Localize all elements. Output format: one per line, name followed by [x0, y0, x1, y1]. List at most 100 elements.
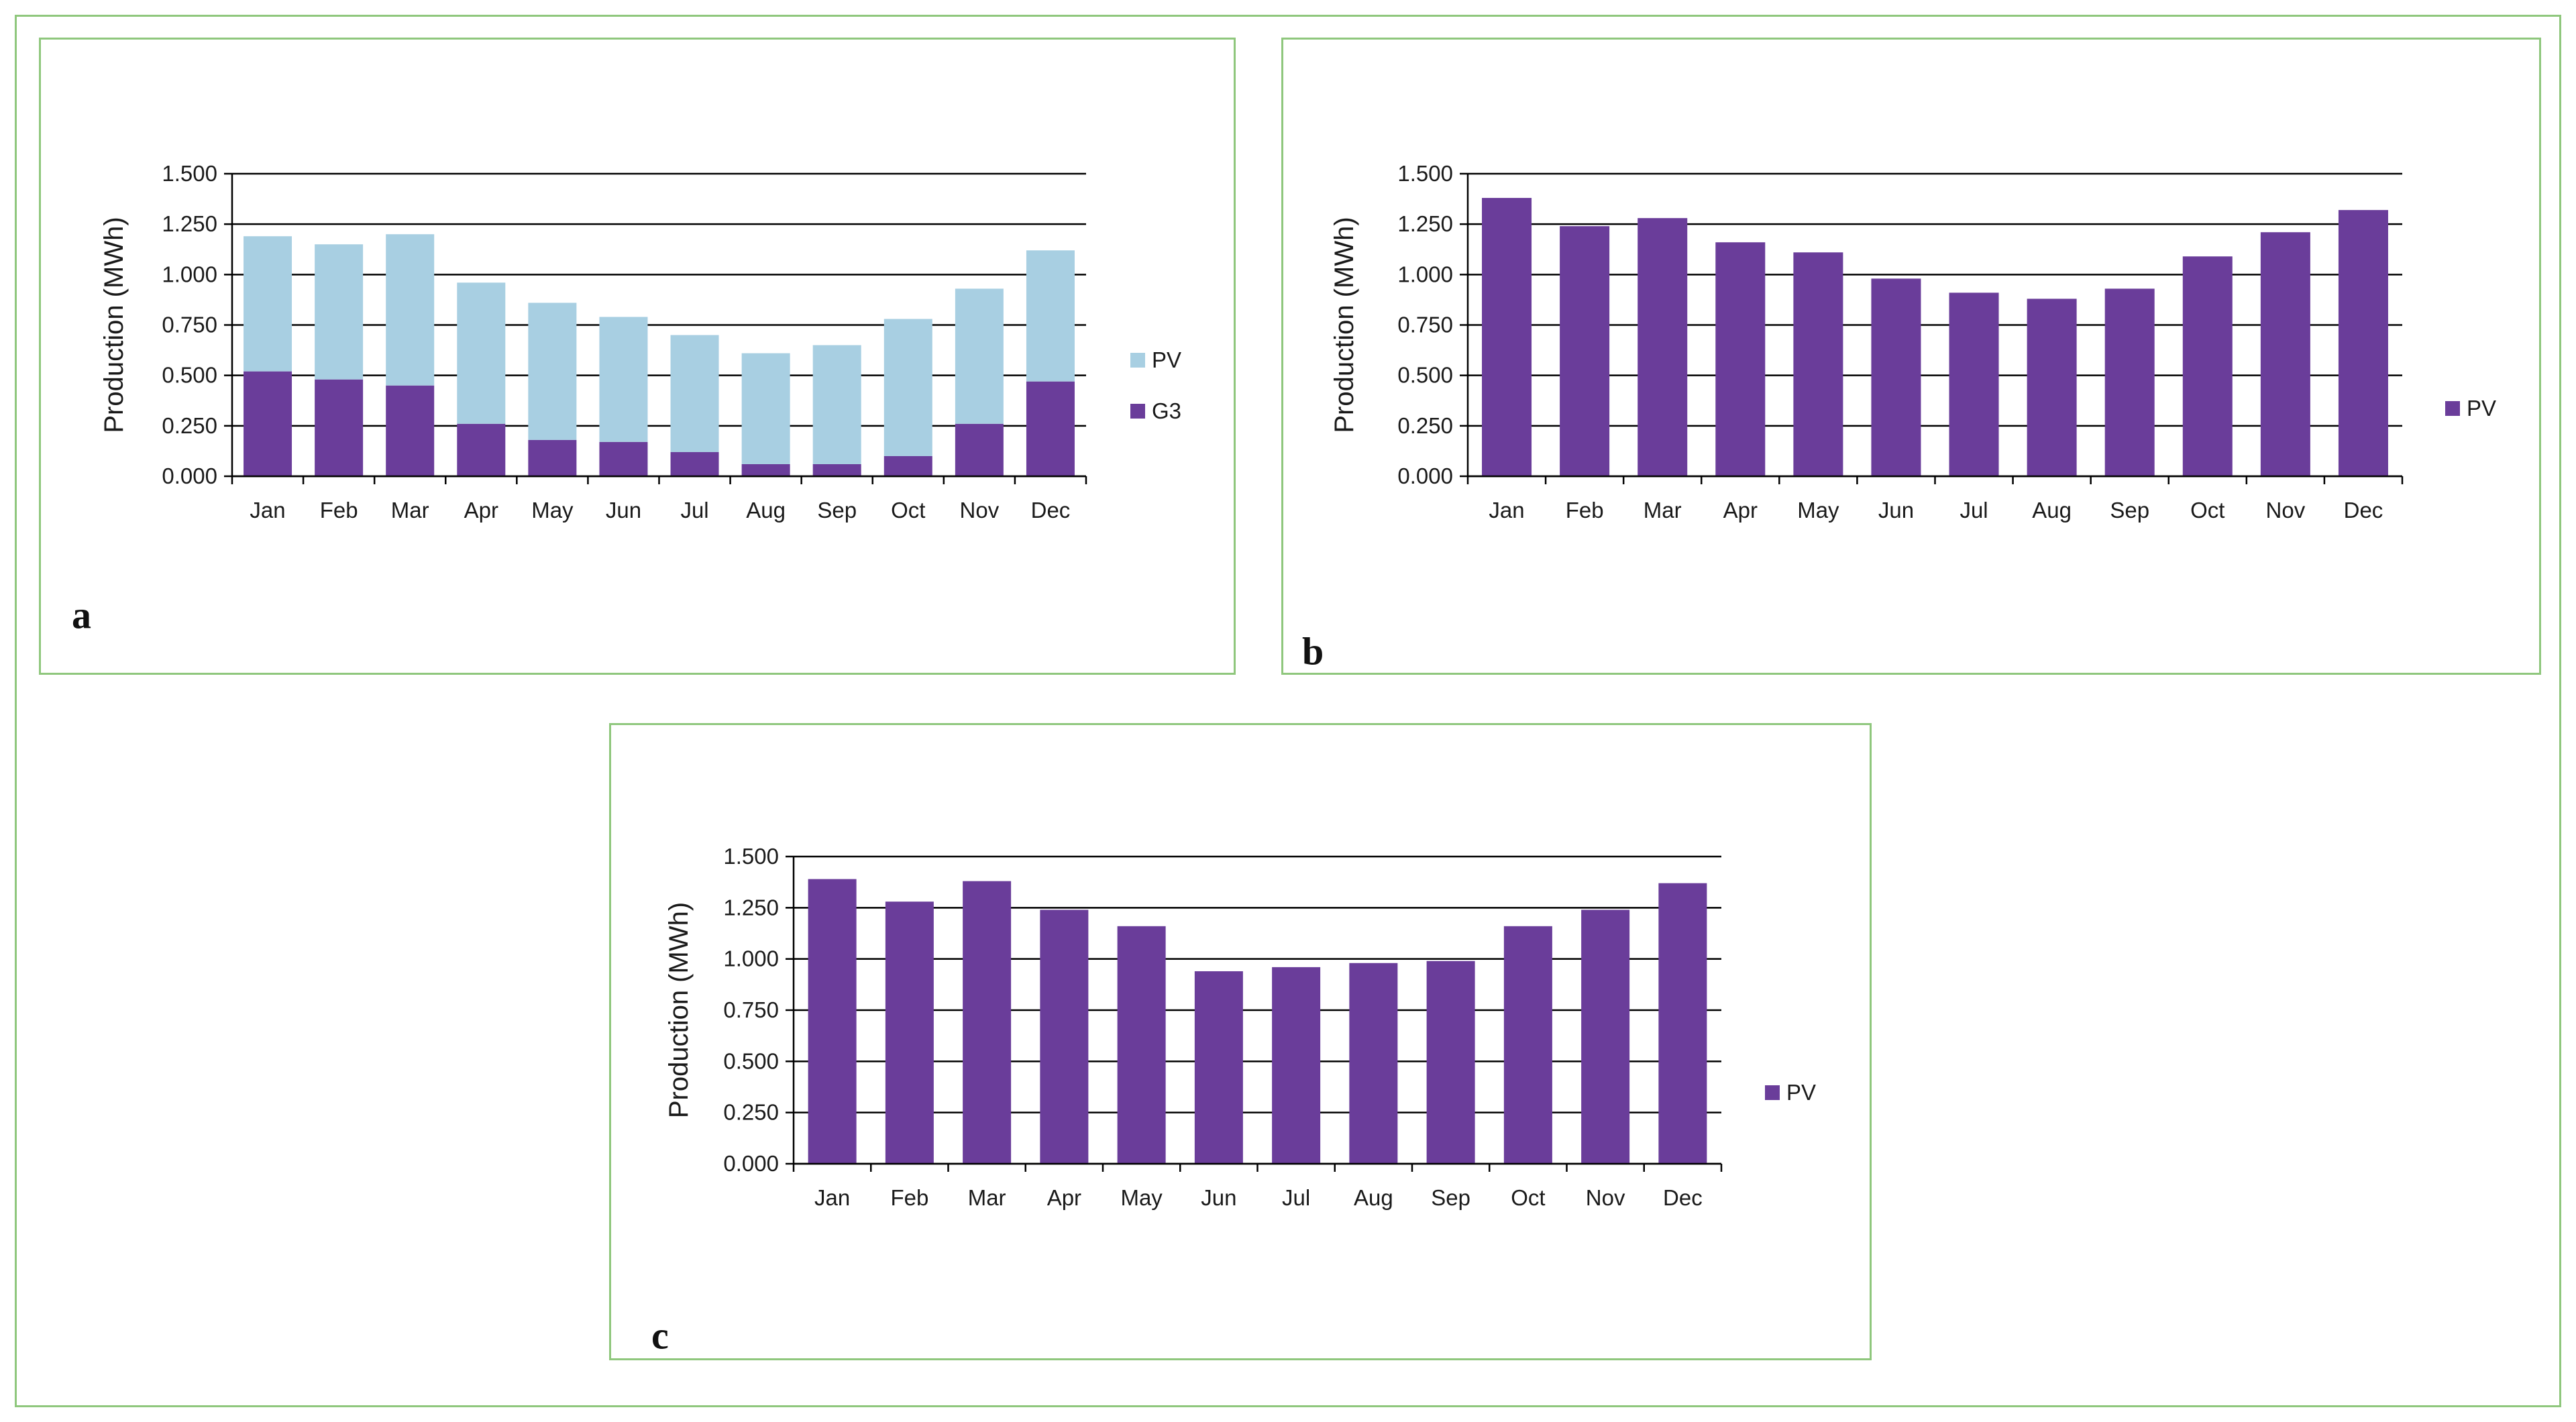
- x-tick-label: Aug: [2032, 498, 2072, 523]
- legend-label-pv: PV: [2467, 396, 2496, 421]
- legend-swatch-g3: [1130, 404, 1145, 419]
- x-tick-label: Oct: [1511, 1185, 1545, 1210]
- bar-g3-oct: [883, 455, 932, 476]
- bar-pv-jun: [599, 317, 648, 442]
- bar-pv-aug: [2027, 298, 2077, 476]
- chart-c: 0.000 0.250 0.500 0.750 1.000 1.250 1.500 Jan Fe…: [664, 844, 1816, 1210]
- panel-a: 0.000 0.250 0.500 0.750 1.000 1.250 1.500 Jan Fe…: [39, 38, 1236, 675]
- y-tick-label: 0.750: [723, 997, 779, 1022]
- y-tick-label: 1.500: [723, 844, 779, 869]
- panel-b: 0.000 0.250 0.500 0.750 1.000 1.250 1.500 Jan Fe…: [1281, 38, 2541, 675]
- chart-a: 0.000 0.250 0.500 0.750 1.000 1.250 1.500 Jan Fe…: [99, 161, 1181, 523]
- bar-pv-aug: [1349, 963, 1398, 1164]
- x-tick-label: Dec: [1663, 1185, 1703, 1210]
- bar-pv-aug: [741, 353, 790, 464]
- y-tick-label: 0.500: [1397, 363, 1453, 388]
- legend-swatch-pv: [2445, 401, 2460, 416]
- bar-pv-may: [1117, 926, 1166, 1164]
- legend-label-pv: PV: [1786, 1080, 1816, 1105]
- x-tick-label: Jan: [1489, 498, 1524, 523]
- y-tick-label: 1.000: [162, 262, 217, 286]
- bar-g3-sep: [812, 463, 861, 476]
- bar-g3-jun: [599, 441, 648, 476]
- legend-label-g3: G3: [1152, 398, 1181, 423]
- bar-pv-nov: [1581, 910, 1630, 1164]
- y-tick-label: 0.750: [162, 313, 217, 337]
- bar-pv-dec: [2338, 210, 2388, 476]
- bar-pv-dec: [1026, 250, 1075, 382]
- bar-pv-mar: [1638, 218, 1688, 476]
- bar-pv-mar: [386, 234, 435, 386]
- bar-g3-nov: [955, 423, 1004, 476]
- bar-pv-may: [528, 303, 577, 440]
- bar-pv-feb: [1560, 226, 1610, 476]
- bar-pv-mar: [963, 881, 1012, 1164]
- x-tick-label: Oct: [891, 498, 925, 523]
- y-tick-label: 0.250: [162, 413, 217, 438]
- panel-label-a: a: [72, 593, 91, 637]
- bar-pv-apr: [1715, 242, 1766, 476]
- bar-pv-sep: [812, 345, 861, 464]
- y-axis-title: Production (MWh): [99, 217, 129, 433]
- bar-pv-may: [1793, 252, 1843, 476]
- x-tick-label: Aug: [746, 498, 786, 523]
- bar-pv-jul: [670, 335, 719, 452]
- bar-g3-dec: [1026, 381, 1075, 476]
- panel-label-b: b: [1302, 629, 1324, 673]
- x-tick-label: Jan: [250, 498, 285, 523]
- bar-pv-oct: [883, 319, 932, 456]
- y-tick-label: 1.000: [1397, 262, 1453, 286]
- x-tick-label: Apr: [1723, 498, 1758, 523]
- legend-label-pv: PV: [1152, 347, 1181, 372]
- y-tick-label: 1.500: [162, 161, 217, 186]
- x-tick-label: May: [1797, 498, 1839, 523]
- x-tick-label: Mar: [968, 1185, 1006, 1210]
- x-tick-label: Apr: [1047, 1185, 1081, 1210]
- bar-pv-apr: [1040, 910, 1089, 1164]
- bar-pv-jan: [808, 879, 857, 1164]
- x-tick-label: Jul: [1282, 1185, 1310, 1210]
- y-tick-label: 0.250: [1397, 413, 1453, 438]
- x-tick-label: Sep: [2110, 498, 2149, 523]
- x-tick-label: Feb: [320, 498, 358, 523]
- x-tick-label: Jun: [1201, 1185, 1236, 1210]
- x-tick-label: Nov: [2266, 498, 2306, 523]
- bar-pv-jan: [244, 236, 292, 372]
- bar-g3-may: [528, 439, 577, 476]
- panel-c: 0.000 0.250 0.500 0.750 1.000 1.250 1.500 Jan Fe…: [609, 723, 1872, 1360]
- x-tick-label: Mar: [391, 498, 429, 523]
- y-tick-label: 1.000: [723, 946, 779, 971]
- x-tick-label: Jun: [1878, 498, 1914, 523]
- x-tick-label: Oct: [2190, 498, 2224, 523]
- y-axis-title: Production (MWh): [1330, 217, 1359, 433]
- bar-pv-nov: [2260, 232, 2310, 476]
- bar-g3-apr: [457, 423, 506, 476]
- y-tick-label: 1.250: [162, 211, 217, 236]
- y-tick-label: 1.250: [723, 895, 779, 920]
- x-tick-label: Jan: [814, 1185, 850, 1210]
- bar-pv-dec: [1658, 883, 1707, 1164]
- y-tick-label: 0.500: [723, 1048, 779, 1073]
- legend-swatch-pv: [1130, 353, 1145, 368]
- bar-pv-jul: [1272, 967, 1321, 1164]
- bar-pv-sep: [2104, 288, 2155, 476]
- bar-pv-jun: [1194, 971, 1243, 1164]
- x-tick-label: Nov: [960, 498, 1000, 523]
- y-tick-label: 0.000: [1397, 463, 1453, 488]
- y-axis-title: Production (MWh): [664, 902, 694, 1118]
- x-tick-label: Aug: [1354, 1185, 1393, 1210]
- y-tick-label: 1.500: [1397, 161, 1453, 186]
- x-tick-label: May: [531, 498, 574, 523]
- x-tick-label: Mar: [1644, 498, 1682, 523]
- bar-pv-oct: [1503, 926, 1552, 1164]
- bar-pv-sep: [1426, 961, 1475, 1164]
- x-tick-label: Nov: [1586, 1185, 1625, 1210]
- bar-pv-feb: [885, 901, 934, 1164]
- bar-pv-feb: [315, 244, 364, 380]
- y-tick-label: 0.750: [1397, 313, 1453, 337]
- bar-g3-jul: [670, 451, 719, 476]
- y-tick-label: 0.000: [723, 1151, 779, 1176]
- x-tick-label: Sep: [817, 498, 857, 523]
- x-tick-label: Dec: [2344, 498, 2383, 523]
